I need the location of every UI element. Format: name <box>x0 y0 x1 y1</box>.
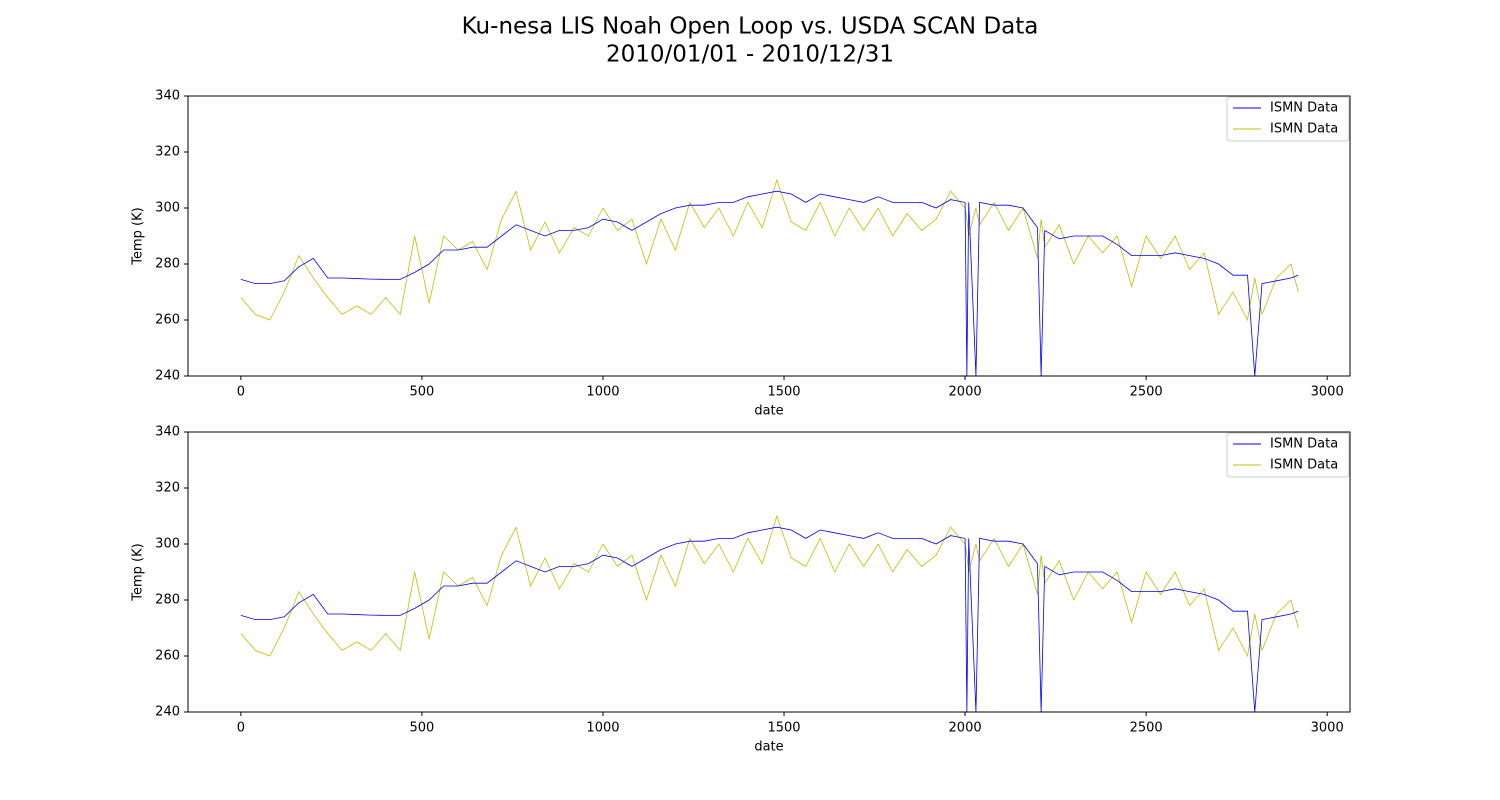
x-tick-label: 1500 <box>767 385 800 400</box>
x-tick-label: 2000 <box>949 721 982 736</box>
x-axis-label: date <box>754 740 783 755</box>
x-tick-label: 3000 <box>1311 385 1344 400</box>
legend-label: ISMN Data <box>1270 458 1338 473</box>
y-axis-label: Temp (K) <box>131 543 146 601</box>
y-tick-label: 280 <box>155 257 180 272</box>
plot-area <box>240 178 1299 376</box>
x-tick-label: 1000 <box>586 385 619 400</box>
x-tick-label: 2500 <box>1130 385 1163 400</box>
series-line <box>240 514 1299 658</box>
x-tick-label: 1000 <box>586 721 619 736</box>
x-tick-label: 0 <box>237 721 245 736</box>
series-line <box>240 190 1299 376</box>
x-tick-label: 0 <box>237 385 245 400</box>
y-axis-label: Temp (K) <box>131 207 146 265</box>
legend-label: ISMN Data <box>1270 101 1338 116</box>
y-tick-label: 300 <box>155 537 180 552</box>
series-line <box>240 178 1299 322</box>
legend-label: ISMN Data <box>1270 437 1338 452</box>
y-tick-label: 240 <box>155 705 180 720</box>
x-axis-label: date <box>754 404 783 419</box>
y-tick-label: 340 <box>155 425 180 440</box>
y-tick-label: 240 <box>155 369 180 384</box>
series-line <box>240 526 1299 712</box>
figure-subtitle: 2010/01/01 - 2010/12/31 <box>606 42 894 68</box>
legend-label: ISMN Data <box>1270 122 1338 137</box>
y-tick-label: 320 <box>155 481 180 496</box>
x-tick-label: 500 <box>410 721 435 736</box>
x-tick-label: 3000 <box>1311 721 1344 736</box>
y-tick-label: 260 <box>155 649 180 664</box>
x-tick-label: 500 <box>410 385 435 400</box>
y-tick-label: 260 <box>155 313 180 328</box>
axes-frame <box>187 431 1351 713</box>
y-tick-label: 340 <box>155 89 180 104</box>
x-tick-label: 1500 <box>767 721 800 736</box>
x-tick-label: 2500 <box>1130 721 1163 736</box>
y-tick-label: 300 <box>155 201 180 216</box>
y-tick-label: 280 <box>155 593 180 608</box>
plot-area <box>240 514 1299 712</box>
figure-title: Ku-nesa LIS Noah Open Loop vs. USDA SCAN… <box>462 14 1039 40</box>
axes-frame <box>187 95 1351 377</box>
x-tick-label: 2000 <box>949 385 982 400</box>
y-tick-label: 320 <box>155 145 180 160</box>
